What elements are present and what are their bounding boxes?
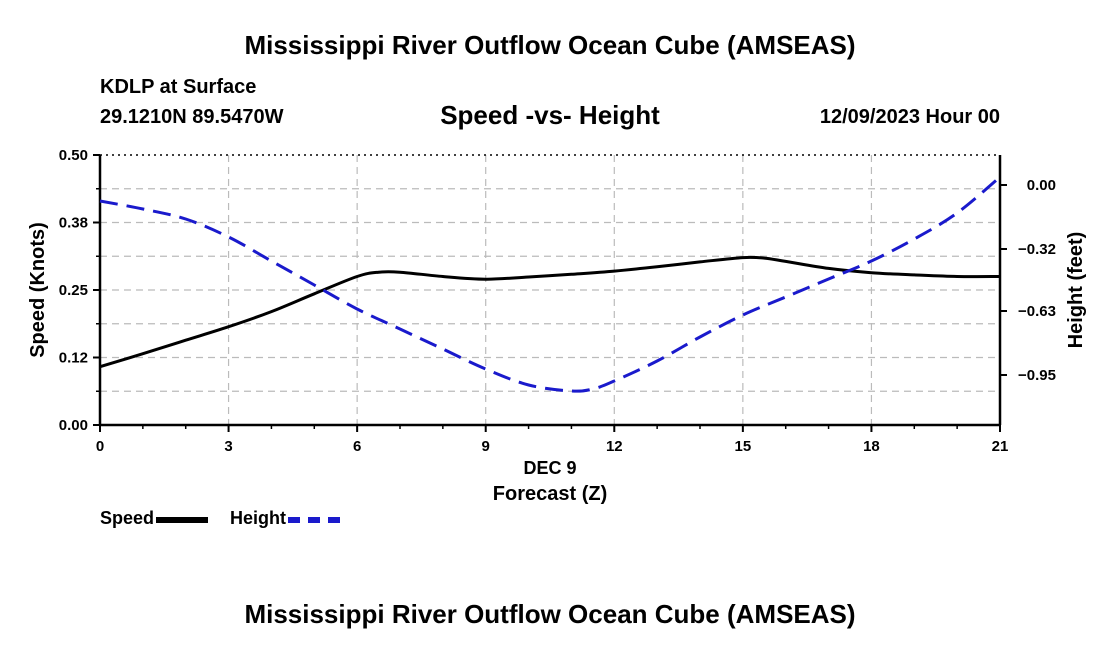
coordinates-label: 29.1210N 89.5470W: [100, 106, 284, 128]
height-series-line: [99, 175, 1001, 393]
y2-axis-label: Height (feet): [1065, 232, 1087, 349]
x-tick-label: 15: [735, 438, 752, 455]
x-tick-label: 18: [863, 438, 880, 455]
y-tick-label: 0.25: [59, 282, 88, 299]
x-axis-label: Forecast (Z): [493, 483, 607, 505]
y2-tick-label: −0.95: [1018, 367, 1056, 384]
x-tick-label: 6: [353, 438, 361, 455]
legend-speed-label: Speed: [100, 508, 155, 528]
footer-title: Mississippi River Outflow Ocean Cube (AM…: [244, 599, 856, 629]
x-tick-label: 0: [96, 438, 104, 455]
x-axis-date-label: DEC 9: [523, 458, 576, 478]
y-tick-label: 0.00: [59, 417, 88, 434]
legend-height: Height: [230, 508, 340, 529]
grid: [100, 155, 1000, 425]
chart-subtitle: Speed -vs- Height: [440, 100, 660, 130]
x-tick-label: 12: [606, 438, 623, 455]
x-tick-label: 3: [224, 438, 232, 455]
x-tick-label: 21: [992, 438, 1009, 455]
legend-height-swatch: [288, 516, 340, 523]
date-label: 12/09/2023 Hour 00: [819, 106, 1000, 128]
y2-tick-label: 0.00: [1027, 177, 1056, 194]
legend-speed: Speed: [100, 508, 209, 529]
station-label: KDLP at Surface: [100, 76, 257, 98]
axes: 0 3 6 9 12 15 18 21 0.00 0.12 0.25 0.38 0.50 0.00 −0.3…: [59, 147, 1056, 455]
legend-height-label: Height: [230, 508, 286, 528]
series-layer: [99, 175, 1001, 393]
speed-series-line: [99, 255, 1001, 369]
x-tick-label: 9: [482, 438, 490, 455]
y-tick-label: 0.38: [59, 215, 88, 232]
y-axis-label: Speed (Knots): [27, 222, 49, 358]
y-tick-label: 0.50: [59, 147, 88, 164]
y2-tick-label: −0.32: [1018, 241, 1056, 258]
chart-title: Mississippi River Outflow Ocean Cube (AM…: [244, 30, 856, 60]
y2-tick-label: −0.63: [1018, 303, 1056, 320]
legend-speed-swatch: [156, 516, 209, 523]
y-tick-label: 0.12: [59, 350, 88, 367]
